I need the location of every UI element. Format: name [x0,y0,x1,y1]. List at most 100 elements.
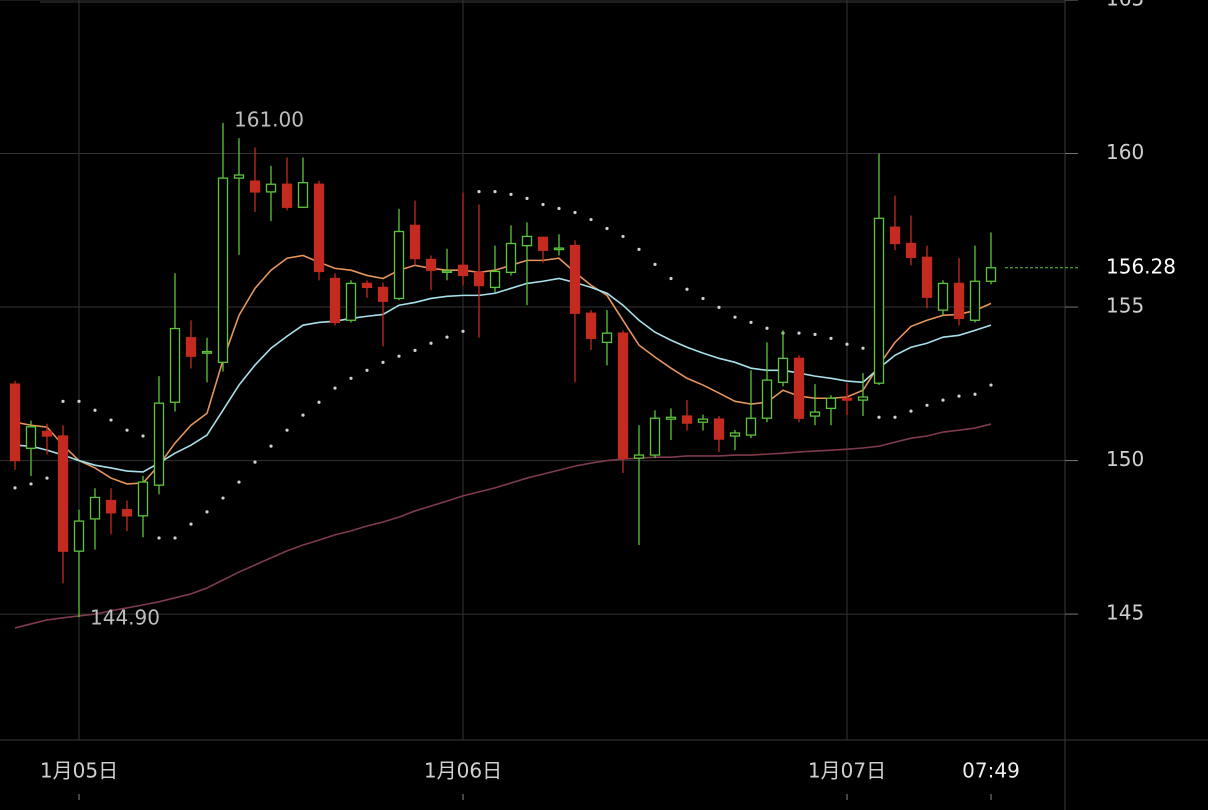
candle-body [377,286,389,302]
sar-dot [621,234,625,239]
sar-dot [125,428,129,432]
candle-body [345,282,357,321]
sar-dot [877,415,881,419]
candle-body [809,411,821,417]
candle-body [825,397,837,410]
candle-body [489,270,501,289]
candle-body [409,224,421,260]
candle-body [297,182,309,208]
sar-dot [173,536,177,540]
sar-dot [77,399,81,403]
sar-dot [349,376,353,380]
candle-body [761,379,773,419]
candle-body [601,332,613,344]
candle-body [793,357,805,419]
candle-body [313,183,325,273]
candle-body [185,337,197,357]
sar-dot [861,346,865,350]
sar-dot [445,335,449,339]
candle-body [633,454,645,459]
sar-dot [653,262,657,266]
sar-dot [397,354,401,358]
candle-body [137,481,149,517]
x-tick-label: 1月06日 [424,759,502,783]
sar-dot [909,409,913,413]
candle-body [121,509,133,517]
candle-body [473,271,485,287]
candle-body [553,247,565,251]
sar-dot [109,418,113,422]
sar-dot [589,217,593,222]
candle-body [521,235,533,247]
candle-body [233,174,245,179]
candle-body [921,256,933,298]
sar-dot [413,348,417,352]
sar-dot [717,305,721,309]
sar-dot [269,444,273,448]
sar-dot [61,399,65,403]
sar-dot [797,331,801,335]
candle-body [777,357,789,383]
sar-dot [381,360,385,364]
sar-dot [157,536,161,540]
candle-body [361,282,373,289]
sar-dot [749,320,753,325]
sar-dot [957,394,961,398]
sar-dot [669,276,673,281]
sar-dot [317,400,321,404]
sar-dot [13,486,17,490]
candle-body [889,226,901,245]
y-tick-label: 150 [1106,447,1144,471]
x-tick-label: 1月05日 [40,759,118,783]
candle-body [265,183,277,193]
sar-dot [29,482,33,486]
candle-body [969,280,981,321]
sar-dot [429,341,433,345]
x-tick-label: 1月07日 [808,759,886,783]
sar-dot [509,192,513,196]
y-tick-label: 160 [1106,140,1144,164]
candle-body [953,282,965,320]
candle-body [617,332,629,459]
candle-body [249,180,261,193]
price-annotation: 161.00 [234,107,304,131]
candle-body [873,217,885,384]
sar-dot [573,210,577,215]
candle-body [9,383,21,462]
candle-body [57,435,69,552]
sar-dot [605,226,609,231]
candle-body [585,312,597,340]
candle-body [841,397,853,401]
sar-dot [333,386,337,390]
candle-body [569,244,581,314]
candle-body [857,396,869,401]
sar-dot [637,247,641,251]
sar-dot [541,202,545,207]
candle-body [169,327,181,403]
y-tick-label: 145 [1106,601,1144,625]
sar-dot [829,336,833,340]
sar-dot [813,332,817,336]
candle-body [745,417,757,436]
sar-dot [461,329,465,333]
sar-dot [925,403,929,407]
candle-body [697,418,709,423]
candle-body [201,350,213,354]
sar-dot [477,190,481,194]
candle-body [713,418,725,440]
sar-dot [237,480,241,484]
candle-body [905,242,917,258]
candle-body [729,432,741,437]
sar-dot [525,196,529,200]
candle-body [73,520,85,552]
candle-body [281,183,293,208]
sar-dot [733,315,737,319]
sar-dot [253,460,257,464]
moving-average-line [14,277,992,473]
candle-body [89,496,101,520]
candle-body [25,426,37,449]
candle-body [985,267,997,282]
sar-dot [941,398,945,402]
candle-body [441,270,453,273]
